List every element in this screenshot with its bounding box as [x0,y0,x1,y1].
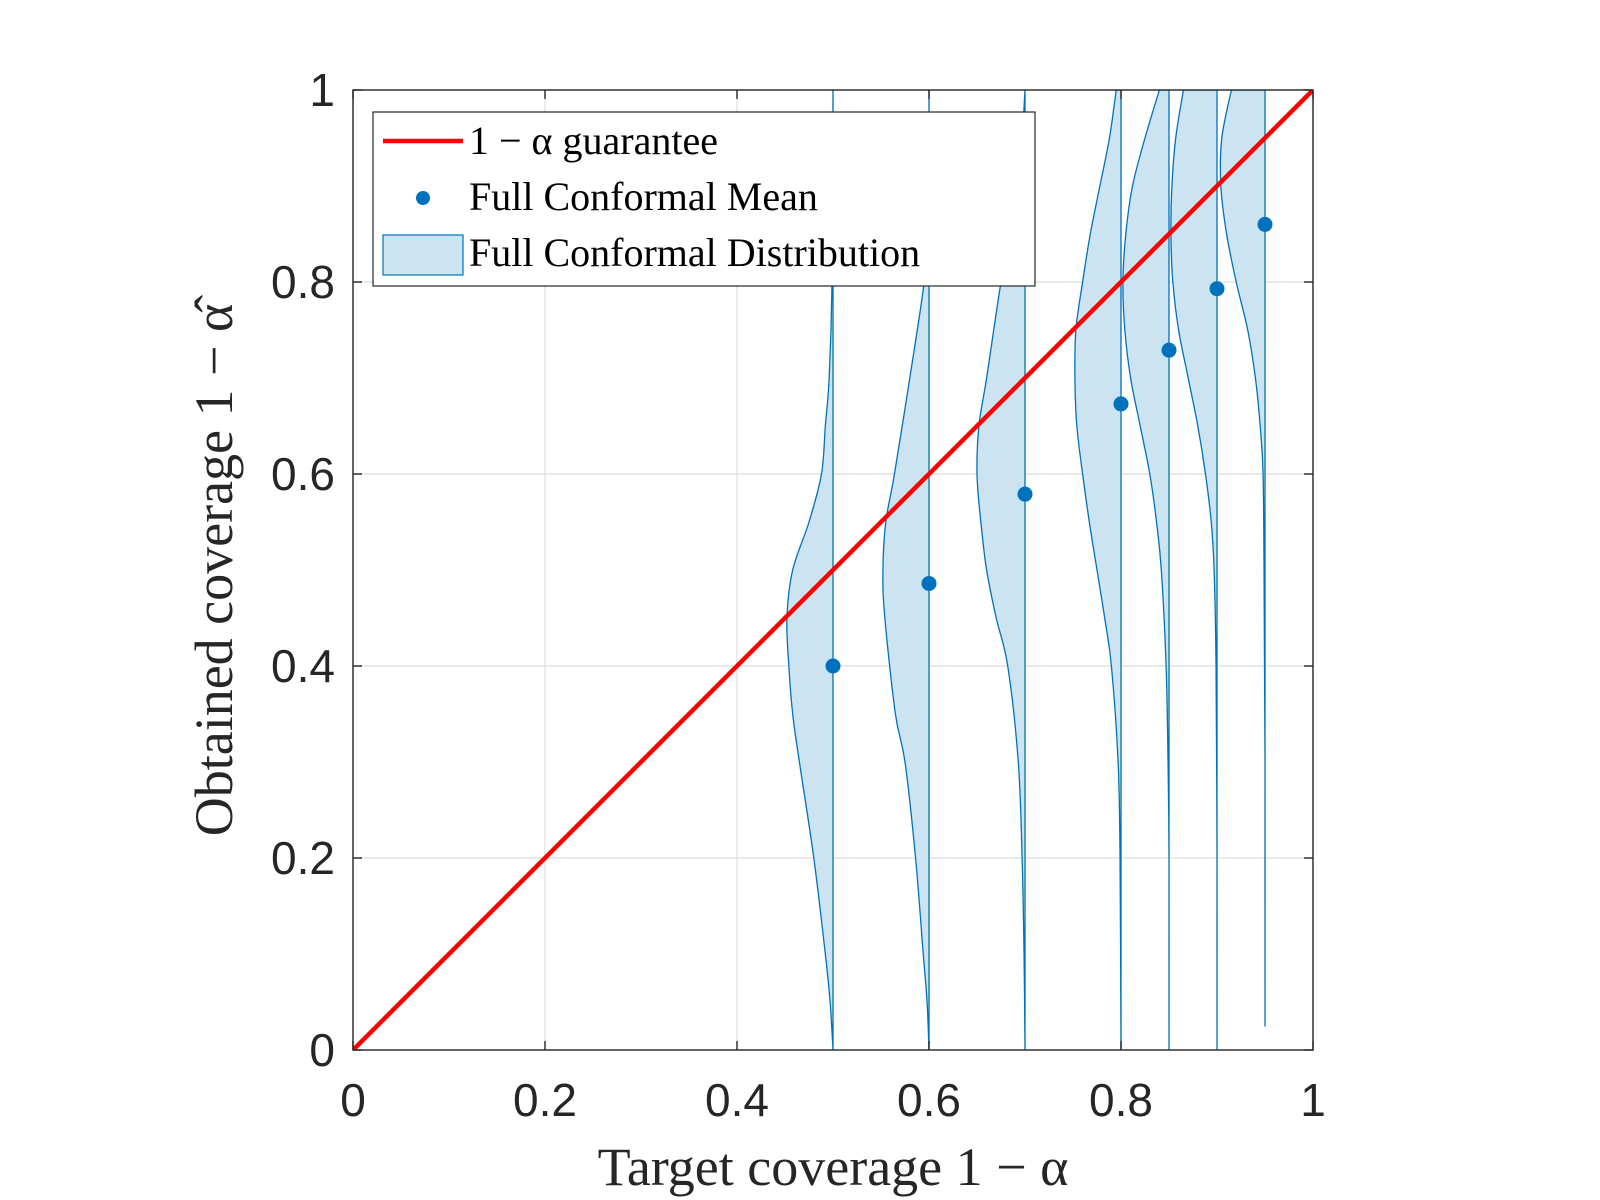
mean-point [921,575,937,591]
mean-point [1161,342,1177,358]
y-tick-label: 0.6 [271,448,335,500]
legend-box [372,111,1036,287]
distribution-violin [786,90,834,1050]
x-tick-label: 0.8 [1089,1074,1153,1126]
distribution-violin [1074,90,1122,1050]
y-tick-label: 0 [309,1024,335,1076]
x-tick-label: 1 [1300,1074,1326,1126]
distribution-layer [786,90,1266,1050]
y-tick-label: 1 [309,64,335,116]
mean-point [825,658,841,674]
x-tick-label: 0.2 [513,1074,577,1126]
x-axis-title: Target coverage 1 − α [598,1137,1069,1197]
legend-dot-swatch [416,191,430,205]
distribution-violin [1122,90,1170,1050]
y-axis-title: Obtained coverage 1 − α̂ [184,295,244,837]
y-tick-label: 0.4 [271,640,335,692]
mean-layer [825,216,1273,674]
mean-point [1257,216,1273,232]
distribution-violin [1170,90,1218,1050]
distribution-violin [1219,90,1266,1027]
legend: 1 − α guarantee Full Conformal Mean Full… [372,111,1036,287]
legend-label-distribution: Full Conformal Distribution [469,230,920,275]
legend-patch-swatch [382,234,464,276]
axes-box [352,89,1314,1051]
mean-point [1017,486,1033,502]
y-tick-label: 0.2 [271,832,335,884]
legend-label-guarantee: 1 − α guarantee [469,118,718,163]
mean-point [1209,281,1225,297]
mean-point [1113,396,1129,412]
guarantee-line [353,90,1313,1050]
x-tick-label: 0.4 [705,1074,769,1126]
y-tick-label: 0.8 [271,256,335,308]
ticks: 0 0.2 0.4 0.6 0.8 1 0 0.2 0.4 0.6 0.8 1 [271,64,1326,1126]
x-tick-label: 0 [340,1074,366,1126]
legend-label-mean: Full Conformal Mean [469,174,818,219]
x-tick-label: 0.6 [897,1074,961,1126]
guarantee-line-layer [353,90,1313,1050]
